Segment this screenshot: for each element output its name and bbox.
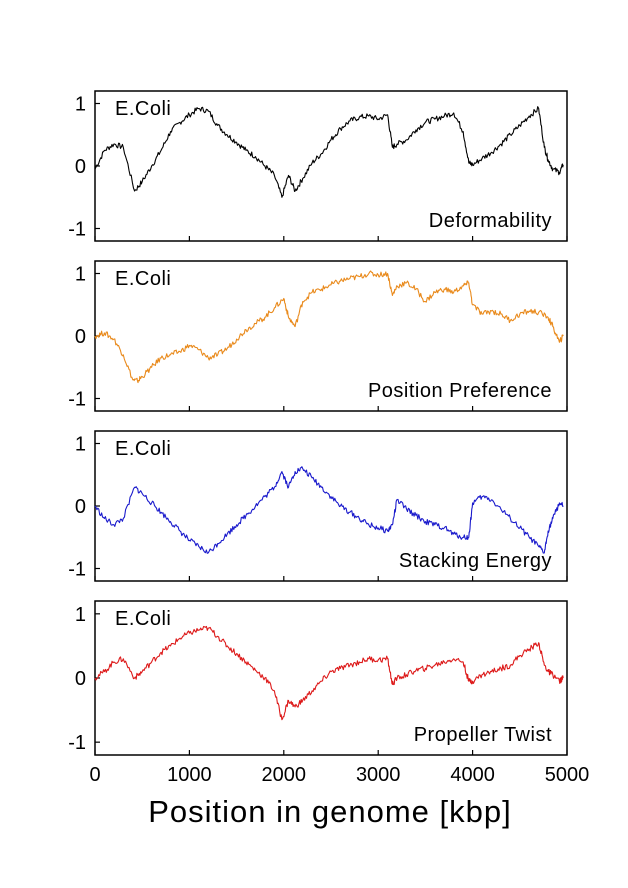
series-line [94, 106, 564, 198]
y-tick-label: 1 [75, 264, 86, 286]
organism-label: E.Coli [115, 438, 171, 460]
panel-2: 1 0 -1 E.Coli Position Preference [68, 260, 568, 412]
x-axis-label: Position in genome [kbp] [148, 794, 512, 829]
x-tick-label: 3000 [356, 764, 401, 786]
x-axis: 0 1000 2000 3000 4000 5000 [89, 764, 589, 786]
panels-group: 1 0 -1 E.Coli Deformability 1 0 -1 E.Coli Positio… [68, 90, 568, 756]
series-line [94, 625, 564, 721]
y-tick-label: -1 [68, 559, 86, 581]
y-tick-label: 1 [75, 94, 86, 116]
y-tick-label: 0 [75, 156, 86, 178]
x-tick-label: 1000 [167, 764, 212, 786]
y-tick-label: -1 [68, 732, 86, 754]
x-tick-label: 4000 [450, 764, 495, 786]
series-name-label: Stacking Energy [399, 550, 552, 572]
panel-4: 1 0 -1 E.Coli Propeller Twist [68, 600, 568, 756]
x-tick-label: 5000 [545, 764, 590, 786]
series-name-label: Deformability [429, 210, 552, 232]
series-line [94, 270, 564, 384]
organism-label: E.Coli [115, 608, 171, 630]
panel-1: 1 0 -1 E.Coli Deformability [68, 90, 568, 242]
x-tick-label: 2000 [262, 764, 307, 786]
series-name-label: Propeller Twist [414, 724, 552, 746]
organism-label: E.Coli [115, 98, 171, 120]
series-line [94, 466, 564, 554]
y-tick-label: 0 [75, 326, 86, 348]
y-tick-label: 0 [75, 496, 86, 518]
panel-3: 1 0 -1 E.Coli Stacking Energy [68, 430, 568, 582]
y-tick-label: 1 [75, 434, 86, 456]
y-tick-label: -1 [68, 219, 86, 241]
y-tick-label: 1 [75, 604, 86, 626]
organism-label: E.Coli [115, 268, 171, 290]
y-tick-label: 0 [75, 668, 86, 690]
x-tick-label: 0 [89, 764, 100, 786]
y-tick-label: -1 [68, 389, 86, 411]
series-name-label: Position Preference [368, 380, 552, 402]
